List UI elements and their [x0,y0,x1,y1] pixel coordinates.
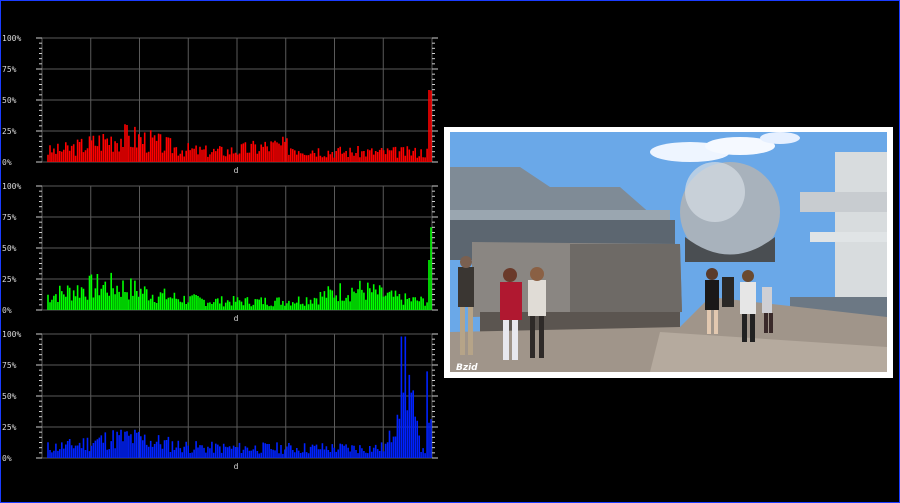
histogram-bars [47,90,432,162]
y-tick-label: 75% [2,213,17,222]
histogram-panel: 100% 75% 50% 25% 0% d 100% 75% 50% 25% 0% d 100% 75% 5… [2,34,438,471]
preview-photo: Bzid [450,132,887,372]
y-tick-label: 25% [2,275,17,284]
x-axis-label: d [234,314,239,323]
y-tick-label: 75% [2,65,17,74]
y-tick-label: 100% [2,34,21,43]
cloud [705,137,775,155]
watermark: Bzid [456,363,478,372]
histogram-bars [47,336,432,458]
y-tick-label: 25% [2,127,17,136]
y-tick-label: 100% [2,182,21,191]
y-tick-label: 0% [2,306,12,315]
histogram-bars [47,227,432,310]
y-tick-label: 50% [2,244,17,253]
y-tick-label: 50% [2,392,17,401]
y-tick-label: 100% [2,330,21,339]
y-tick-label: 0% [2,454,12,463]
x-axis-label: d [234,462,239,471]
histogram-blue: 100% 75% 50% 25% 0% d [2,330,438,471]
cloud [760,132,800,144]
y-tick-label: 25% [2,423,17,432]
image-preview: Bzid [444,127,893,378]
y-tick-label: 75% [2,361,17,370]
people [458,256,773,360]
y-tick-label: 0% [2,158,12,167]
y-tick-label: 50% [2,96,17,105]
histogram-green: 100% 75% 50% 25% 0% d [2,182,438,323]
right-building [835,152,887,302]
histogram-red: 100% 75% 50% 25% 0% d [2,34,438,175]
x-axis-label: d [234,166,239,175]
